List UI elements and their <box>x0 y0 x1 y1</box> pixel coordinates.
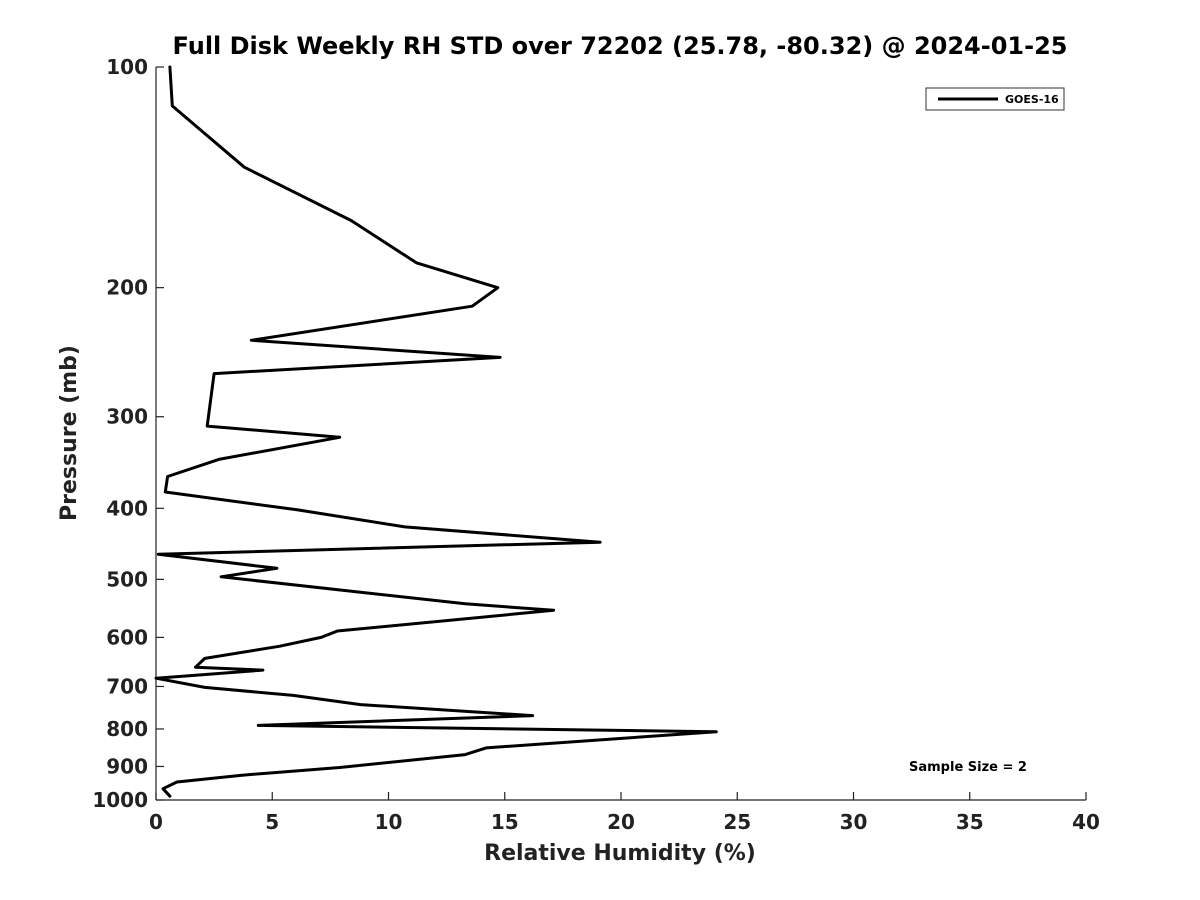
y-tick-label-200: 200 <box>106 276 148 300</box>
y-tick-label-800: 800 <box>106 717 148 741</box>
y-tick-label-100: 100 <box>106 55 148 79</box>
y-tick-label-1000: 1000 <box>92 788 148 812</box>
x-tick-label-25: 25 <box>723 810 751 834</box>
series-line-goes-16 <box>154 65 718 798</box>
x-tick-label-20: 20 <box>607 810 635 834</box>
x-tick-label-0: 0 <box>149 810 163 834</box>
x-axis-label: Relative Humidity (%) <box>484 841 756 866</box>
series-layer <box>154 65 718 798</box>
sample-size-annotation: Sample Size = 2 <box>909 760 1027 775</box>
y-tick-label-900: 900 <box>106 754 148 778</box>
y-axis-label: Pressure (mb) <box>57 345 82 521</box>
plot-area: 0 5 10 15 20 25 30 35 40 100 200 300 400 500 600 700 80… <box>92 55 1100 834</box>
legend: GOES-16 <box>925 87 1065 111</box>
y-tick-label-700: 700 <box>106 674 148 698</box>
y-tick-label-600: 600 <box>106 625 148 649</box>
x-tick-label-10: 10 <box>375 810 403 834</box>
chart-title: Full Disk Weekly RH STD over 72202 (25.7… <box>173 32 1068 60</box>
x-tick-label-40: 40 <box>1072 810 1100 834</box>
x-tick-label-15: 15 <box>491 810 519 834</box>
x-tick-label-5: 5 <box>265 810 279 834</box>
y-tick-label-400: 400 <box>106 496 148 520</box>
x-axis-ticks: 0 5 10 15 20 25 30 35 40 <box>149 792 1100 834</box>
legend-label-goes-16: GOES-16 <box>1005 93 1059 106</box>
y-tick-label-500: 500 <box>106 567 148 591</box>
y-tick-label-300: 300 <box>106 405 148 429</box>
x-tick-label-30: 30 <box>840 810 868 834</box>
x-tick-label-35: 35 <box>956 810 984 834</box>
y-axis-ticks: 100 200 300 400 500 600 700 800 900 1000 <box>92 55 164 812</box>
